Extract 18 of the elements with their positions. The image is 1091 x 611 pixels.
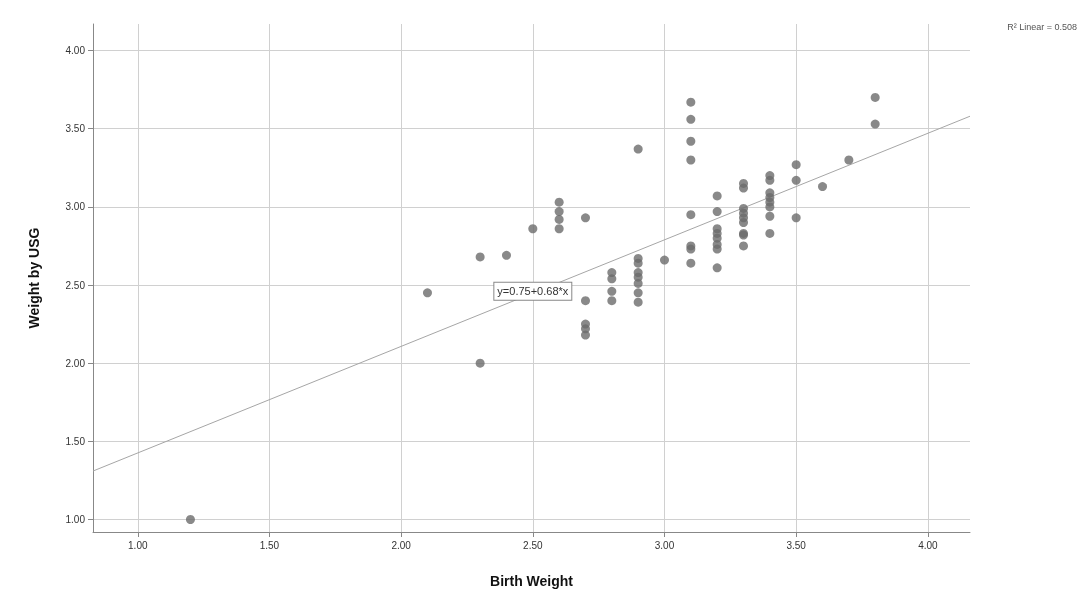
y-tick-label: 4.00 xyxy=(65,45,86,57)
y-tick-label: 3.50 xyxy=(65,123,86,135)
x-tick-label: 3.50 xyxy=(786,539,807,551)
annotation: y=0.75+0.68*x xyxy=(497,285,569,298)
y-tick-label: 1.50 xyxy=(65,435,86,447)
text: R² Linear = 0.508 xyxy=(1007,21,1077,32)
x-tick-label: 3.00 xyxy=(654,539,675,551)
x-tick-label: 4.00 xyxy=(918,539,939,551)
y-tick-label: 2.00 xyxy=(65,357,86,369)
x-axis-title: Birth Weight xyxy=(490,573,574,589)
x-tick-label: 1.00 xyxy=(128,539,148,551)
x-tick-label: 2.00 xyxy=(391,539,412,551)
x-tick-label: 1.50 xyxy=(259,539,280,551)
y-tick-label: 2.50 xyxy=(65,279,86,291)
y-tick-label: 3.00 xyxy=(65,201,86,213)
y-axis-title: Weight by USG xyxy=(26,227,42,329)
x-tick-label: 2.50 xyxy=(523,539,543,551)
y-tick-label: 1.00 xyxy=(65,514,86,525)
